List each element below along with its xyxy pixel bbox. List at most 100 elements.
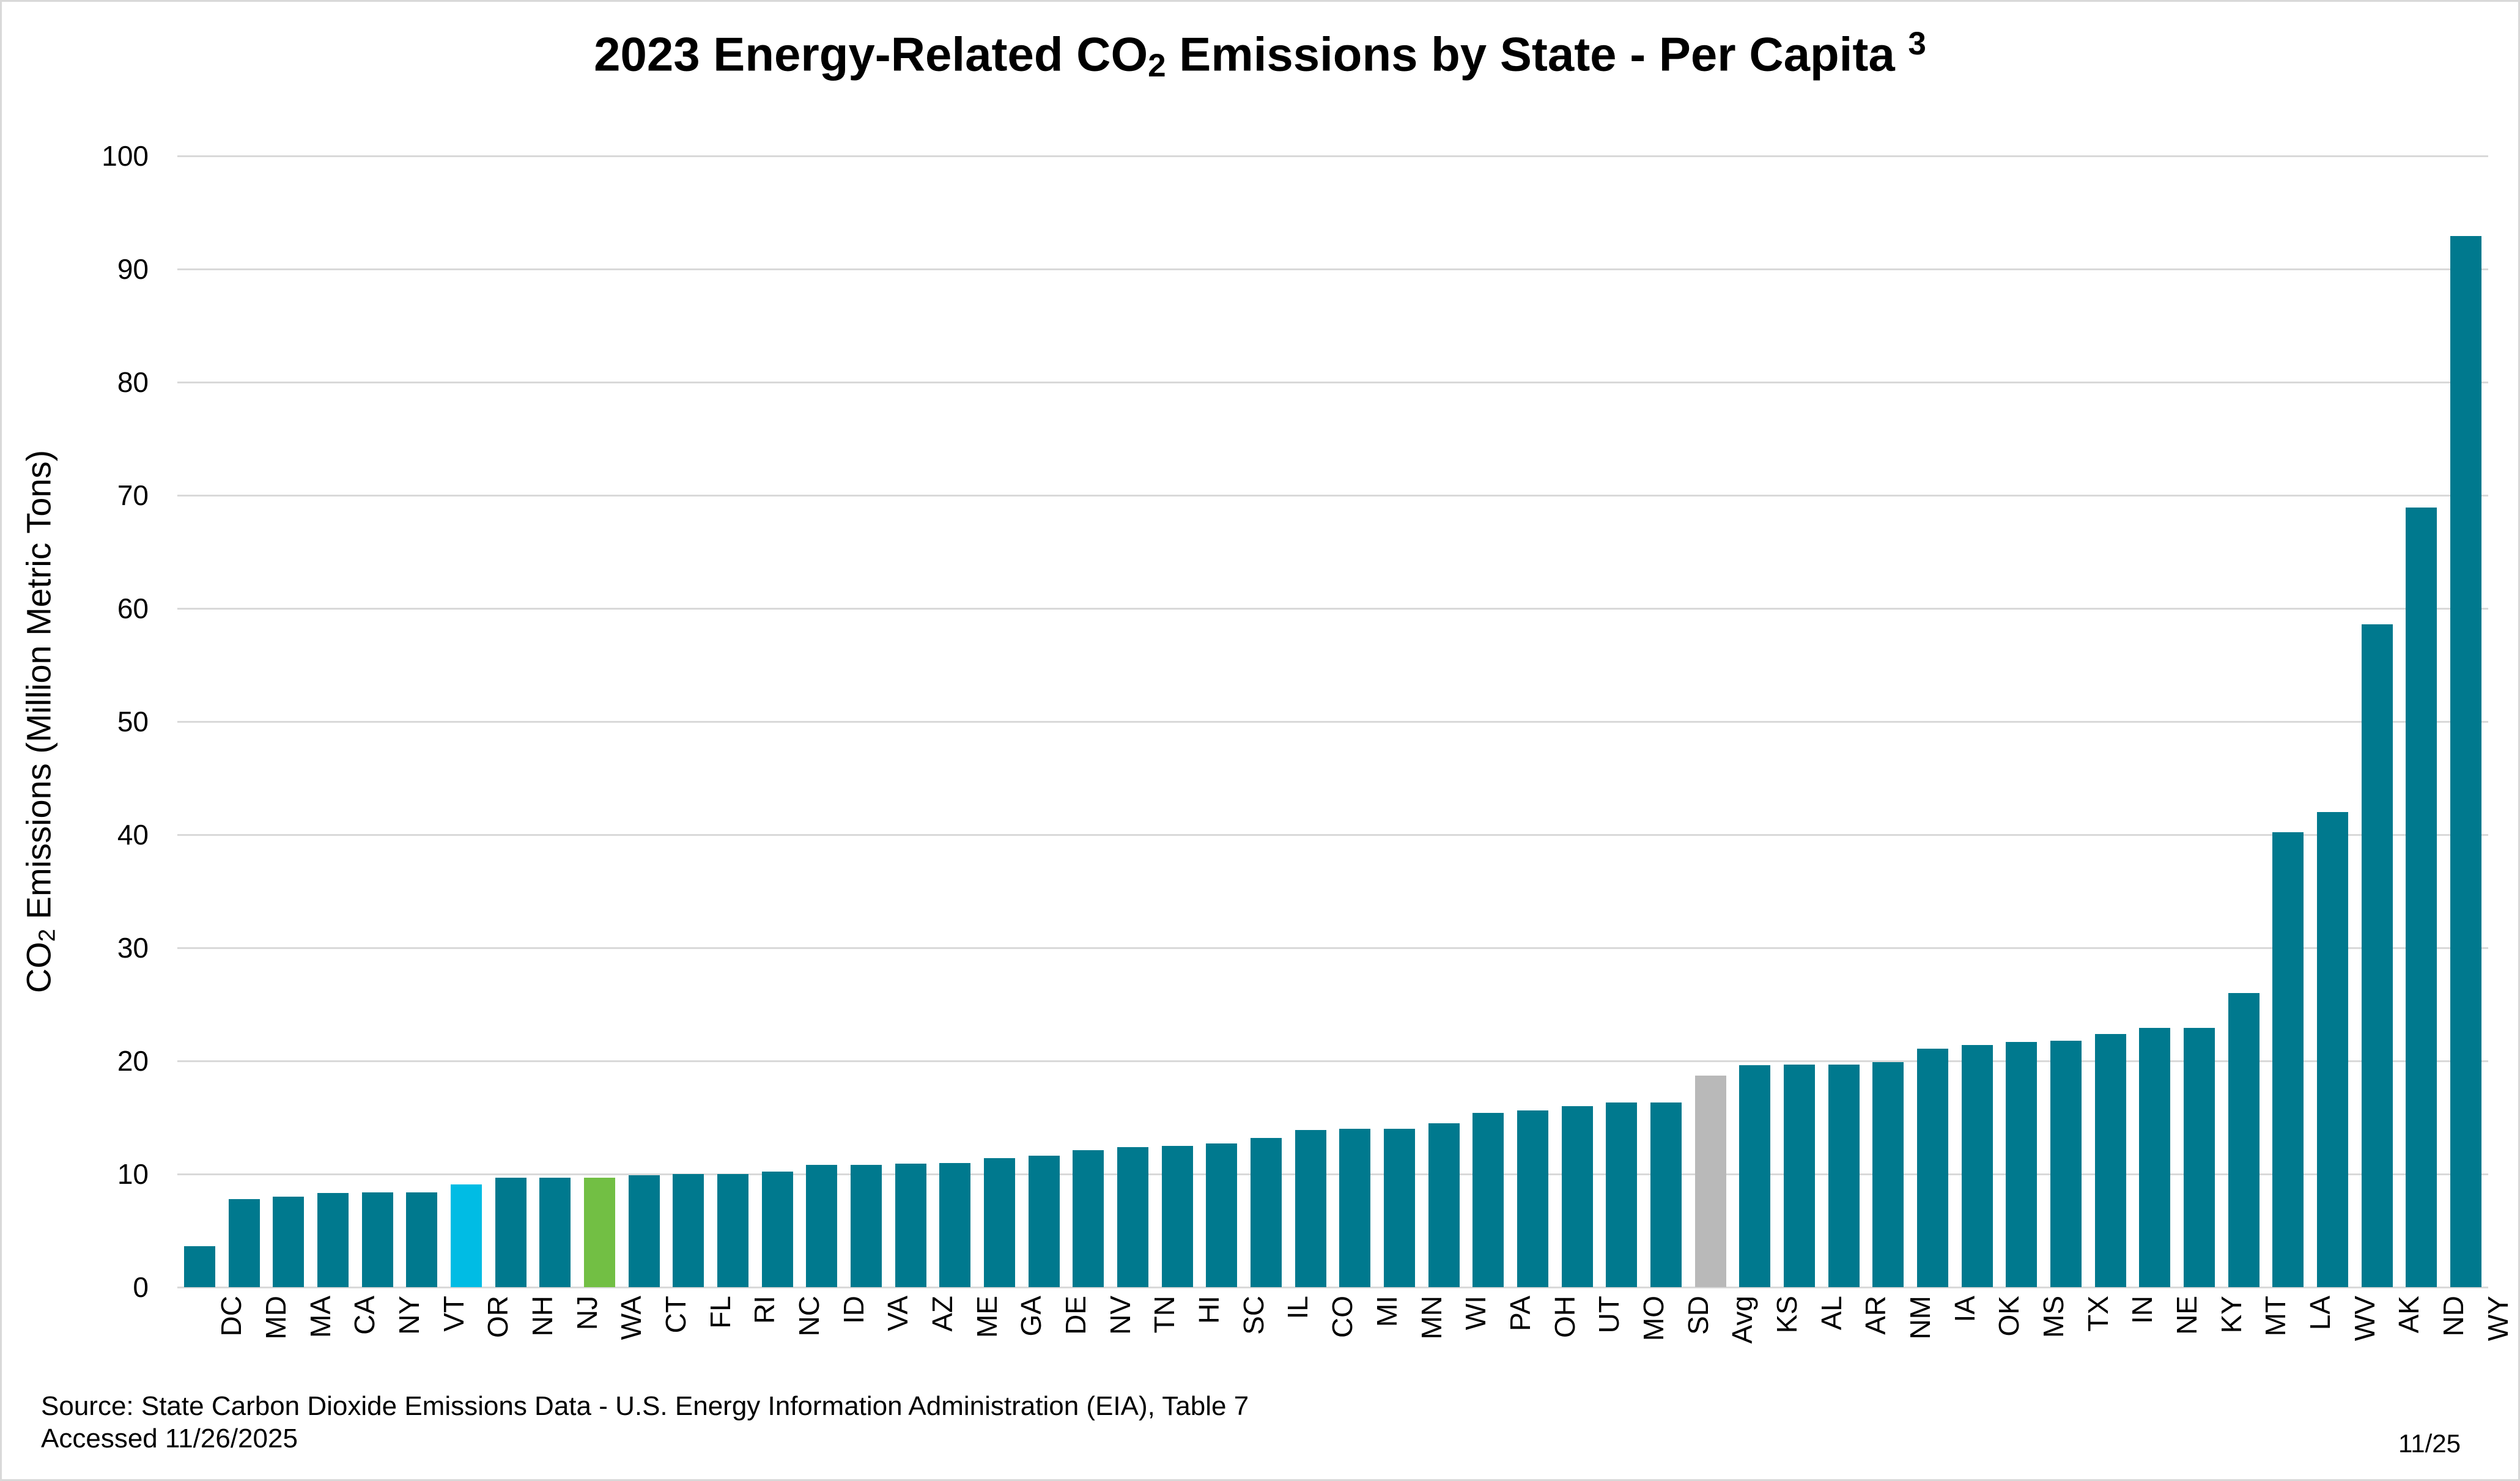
- y-axis-title-rest: Emissions (Million Metric Tons): [19, 449, 58, 929]
- bar-FL: [673, 1174, 704, 1287]
- y-tick-label-0: 0: [133, 1271, 149, 1303]
- y-tick-label-100: 100: [102, 140, 149, 172]
- gridline-10: [177, 1173, 2488, 1175]
- gridline-100: [177, 155, 2488, 157]
- bar-PA: [1472, 1113, 1504, 1287]
- x-tick-label-AR: AR: [1860, 1296, 1892, 1335]
- x-tick-label-UT: UT: [1593, 1296, 1625, 1334]
- x-tick-label-WV: WV: [2348, 1296, 2381, 1342]
- x-tick-label-MI: MI: [1370, 1296, 1403, 1328]
- x-tick-label-PA: PA: [1504, 1296, 1536, 1331]
- bar-UT: [1561, 1106, 1593, 1287]
- bar-NE: [2139, 1028, 2171, 1287]
- x-tick-label-AK: AK: [2393, 1296, 2425, 1334]
- x-tick-label-IN: IN: [2126, 1296, 2159, 1324]
- bar-NV: [1073, 1150, 1104, 1287]
- bar-IL: [1250, 1137, 1282, 1287]
- chart-title-superscript-3: 3: [1908, 26, 1926, 62]
- bar-MO: [1606, 1102, 1638, 1287]
- x-tick-label-WI: WI: [1460, 1296, 1492, 1331]
- bar-LA: [2272, 832, 2304, 1287]
- x-tick-label-NM: NM: [1904, 1296, 1936, 1340]
- bar-NC: [761, 1172, 793, 1287]
- y-tick-label-90: 90: [117, 253, 149, 285]
- bar-TN: [1117, 1147, 1148, 1287]
- bar-AZ: [895, 1164, 926, 1287]
- gridline-20: [177, 1060, 2488, 1062]
- bar-WA: [583, 1177, 615, 1287]
- x-tick-label-AL: AL: [1815, 1296, 1847, 1331]
- y-tick-label-60: 60: [117, 593, 149, 624]
- x-tick-label-ND: ND: [2437, 1296, 2469, 1337]
- bar-OH: [1517, 1110, 1549, 1287]
- bar-DC: [183, 1246, 215, 1287]
- x-tick-label-IA: IA: [1948, 1296, 1981, 1323]
- bar-WY: [2450, 236, 2482, 1287]
- bar-MA: [273, 1197, 305, 1287]
- gridline-0: [177, 1286, 2488, 1288]
- source-block: Source: State Carbon Dioxide Emissions D…: [41, 1390, 1249, 1455]
- bar-AR: [1828, 1064, 1860, 1287]
- bar-MT: [2228, 993, 2260, 1287]
- y-tick-label-50: 50: [117, 706, 149, 737]
- bar-HI: [1161, 1145, 1193, 1287]
- bar-ID: [806, 1165, 838, 1287]
- bar-OK: [1961, 1045, 1993, 1287]
- x-tick-label-Avg: Avg: [1726, 1296, 1759, 1344]
- bar-MI: [1339, 1129, 1371, 1287]
- gridline-90: [177, 268, 2488, 270]
- x-tick-label-OK: OK: [1993, 1296, 2025, 1337]
- bar-IN: [2094, 1033, 2126, 1287]
- x-tick-label-MS: MS: [2037, 1296, 2069, 1338]
- x-tick-label-CO: CO: [1326, 1296, 1359, 1338]
- x-tick-label-KS: KS: [1770, 1296, 1803, 1334]
- bar-VA: [850, 1165, 882, 1287]
- bar-CO: [1295, 1129, 1326, 1287]
- chart-title-prefix: 2023 Energy-Related CO: [594, 27, 1148, 81]
- bar-VT: [406, 1192, 438, 1287]
- x-tick-label-MO: MO: [1637, 1296, 1669, 1342]
- bar-WV: [2317, 812, 2349, 1287]
- y-tick-label-40: 40: [117, 819, 149, 851]
- bar-KS: [1739, 1065, 1771, 1287]
- gridline-80: [177, 381, 2488, 383]
- bar-Avg: [1694, 1076, 1726, 1287]
- bar-WI: [1428, 1123, 1460, 1287]
- bar-AL: [1784, 1064, 1816, 1287]
- gridline-40: [177, 833, 2488, 836]
- bar-MS: [2006, 1041, 2038, 1287]
- y-tick-label-70: 70: [117, 479, 149, 511]
- x-tick-label-MT: MT: [2260, 1296, 2292, 1337]
- bar-NM: [1872, 1062, 1904, 1287]
- y-tick-label-10: 10: [117, 1158, 149, 1190]
- y-tick-label-30: 30: [117, 932, 149, 964]
- bar-IA: [1917, 1048, 1949, 1287]
- x-tick-label-NE: NE: [2170, 1296, 2203, 1335]
- bar-DE: [1028, 1156, 1060, 1287]
- y-tick-label-80: 80: [117, 366, 149, 398]
- source-line-1: Source: State Carbon Dioxide Emissions D…: [41, 1391, 1249, 1421]
- bar-NH: [495, 1177, 527, 1287]
- bar-ME: [939, 1162, 971, 1287]
- x-tick-label-KY: KY: [2215, 1296, 2247, 1334]
- bar-SD: [1650, 1102, 1682, 1287]
- chart-title: 2023 Energy-Related CO2 Emissions by Sta…: [2, 25, 2518, 84]
- chart-title-subscript-2: 2: [1148, 48, 1166, 84]
- x-tick-label-IL: IL: [1282, 1296, 1314, 1320]
- x-tick-label-MN: MN: [1415, 1296, 1447, 1340]
- bar-SC: [1206, 1143, 1238, 1287]
- bar-NY: [361, 1192, 393, 1287]
- x-tick-label-TX: TX: [2082, 1296, 2114, 1332]
- bar-OR: [450, 1184, 482, 1287]
- y-tick-label-20: 20: [117, 1045, 149, 1077]
- bar-GA: [983, 1158, 1015, 1287]
- bar-CA: [317, 1193, 349, 1287]
- bar-CT: [628, 1175, 660, 1287]
- bar-RI: [717, 1174, 748, 1287]
- x-tick-label-OH: OH: [1548, 1296, 1581, 1338]
- bar-TX: [2050, 1040, 2082, 1287]
- bar-MN: [1384, 1129, 1415, 1287]
- x-tick-label-LA: LA: [2304, 1296, 2336, 1331]
- bar-NJ: [539, 1177, 571, 1287]
- chart-title-middle: Emissions by State - Per Capita: [1166, 27, 1908, 81]
